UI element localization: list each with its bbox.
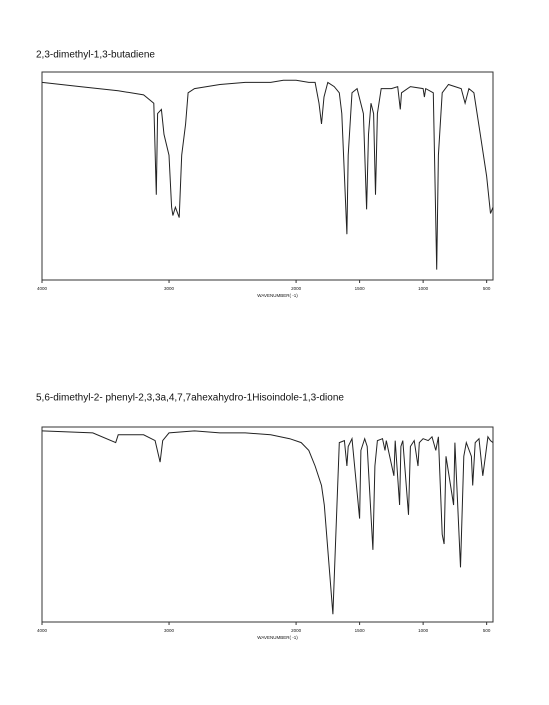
x-tick-label: 4000 — [37, 286, 48, 291]
chart-title: 5,6-dimethyl-2- phenyl-2,3,3a,4,7,7ahexa… — [36, 393, 344, 404]
x-tick-label: 500 — [483, 286, 491, 291]
x-tick-label: 1000 — [418, 628, 429, 633]
chart-title: 2,3-dimethyl-1,3-butadiene — [36, 50, 155, 61]
x-tick-label: 3000 — [164, 286, 175, 291]
x-tick-label: 2000 — [291, 628, 302, 633]
spectrum-line — [41, 79, 494, 270]
x-tick-label: 500 — [483, 628, 491, 633]
x-tick-label: 1500 — [355, 628, 366, 633]
x-tick-label: 3000 — [164, 628, 175, 633]
plot-frame — [41, 71, 494, 281]
x-tick-label: 1000 — [418, 286, 429, 291]
x-tick-label: 2000 — [291, 286, 302, 291]
x-axis-label: WAVENUMBER( -1) — [257, 293, 298, 298]
spectrum-line — [41, 430, 494, 615]
x-tick-label: 1500 — [355, 286, 366, 291]
plot-frame — [41, 426, 494, 623]
x-tick-label: 4000 — [37, 628, 48, 633]
x-axis-label: WAVENUMBER( -1) — [257, 635, 298, 640]
